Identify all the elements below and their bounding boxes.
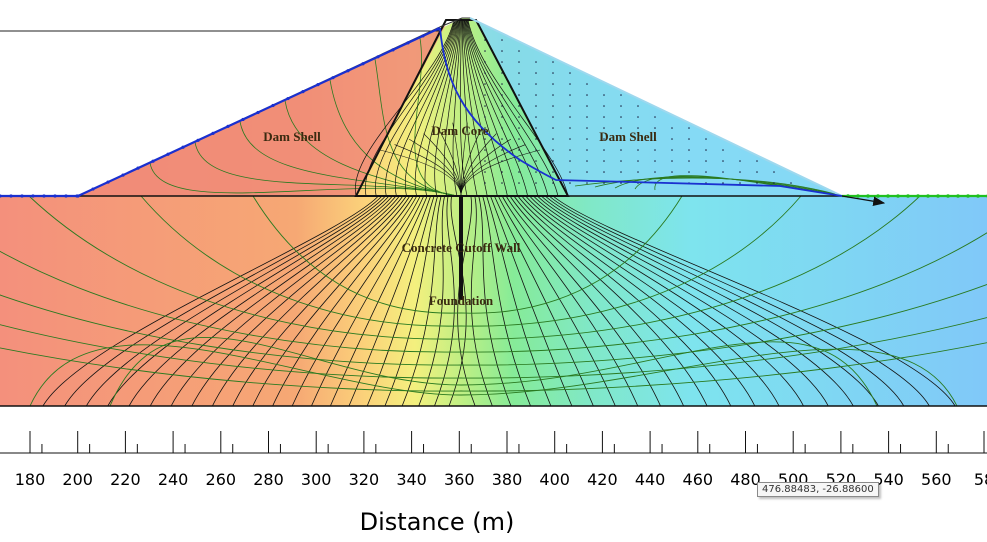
tick-label: 220 (110, 470, 141, 489)
downstream-boundary-nodes (846, 194, 987, 198)
axis-title: Distance (m) (360, 508, 515, 536)
foundation-label: Foundation (429, 293, 494, 308)
tick-label: 360 (444, 470, 475, 489)
tick-label: 480 (730, 470, 761, 489)
tick-label: 200 (62, 470, 93, 489)
tick-label: 420 (587, 470, 618, 489)
tick-label: 300 (301, 470, 332, 489)
cursor-coordinate-readout: 476.88483, -26.88600 (757, 482, 879, 497)
tick-label: 280 (253, 470, 284, 489)
tick-label: 460 (683, 470, 714, 489)
tick-label: 240 (158, 470, 189, 489)
dam-core-label: Dam Core (431, 123, 488, 138)
tick-label: 58 (974, 470, 987, 489)
right-dam-shell-label: Dam Shell (599, 129, 657, 144)
tick-label: 380 (492, 470, 523, 489)
seepage-vectors (484, 39, 792, 184)
distance-axis: 180 200 220 240 260 280 300 320 340 360 380 400 420 4… (0, 431, 987, 489)
tick-label: 260 (206, 470, 237, 489)
upstream-boundary-nodes (0, 27, 440, 198)
exit-flow-arrow (841, 195, 886, 206)
phreatic-line (439, 27, 843, 197)
tick-label: 180 (15, 470, 46, 489)
cutoff-wall-label: Concrete Cutoff Wall (402, 240, 521, 255)
tick-label: 320 (349, 470, 380, 489)
tick-label: 540 (873, 470, 904, 489)
tick-label: 340 (396, 470, 427, 489)
tick-label: 560 (921, 470, 952, 489)
tick-label: 440 (635, 470, 666, 489)
downstream-slope-boundary (469, 17, 843, 197)
tick-label: 400 (539, 470, 570, 489)
left-dam-shell-label: Dam Shell (263, 129, 321, 144)
